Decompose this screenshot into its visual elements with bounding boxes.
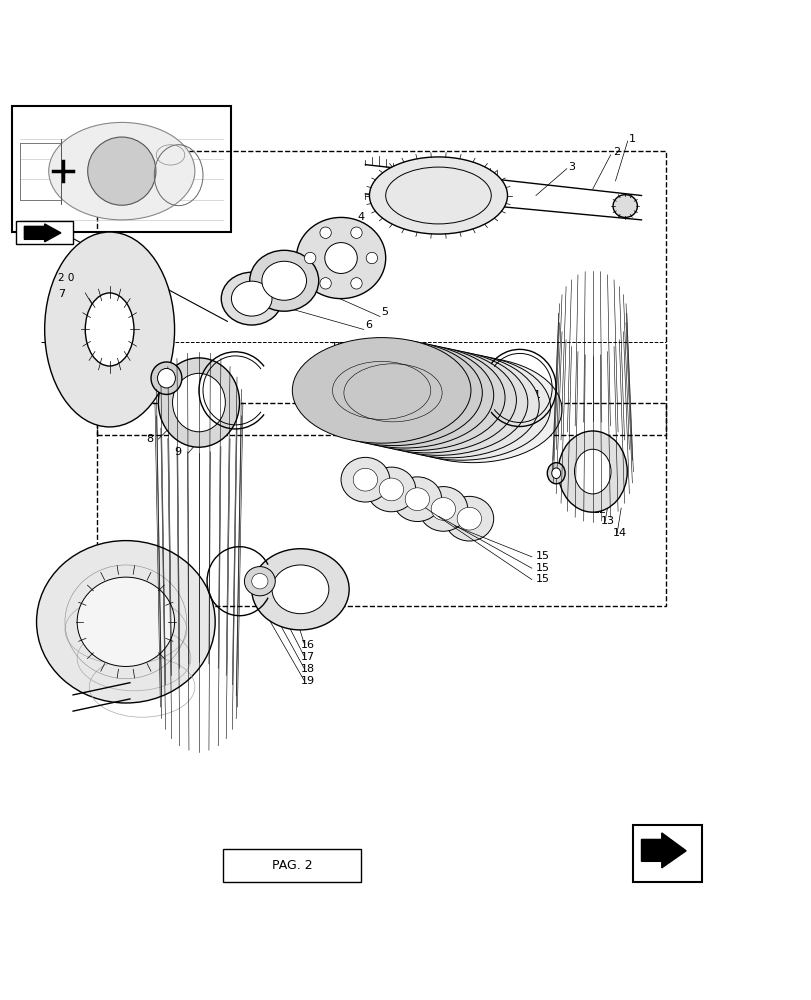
Ellipse shape	[292, 338, 470, 443]
Text: 8: 8	[146, 434, 153, 444]
Ellipse shape	[272, 565, 328, 614]
Circle shape	[304, 252, 315, 264]
Ellipse shape	[444, 496, 493, 541]
Ellipse shape	[547, 463, 564, 484]
Ellipse shape	[418, 487, 467, 531]
Ellipse shape	[324, 243, 357, 273]
Bar	[633, 825, 702, 882]
Ellipse shape	[367, 467, 415, 512]
Bar	[223, 849, 361, 882]
Ellipse shape	[221, 272, 281, 325]
Polygon shape	[641, 833, 685, 868]
Text: PAG. 2: PAG. 2	[272, 859, 312, 872]
Ellipse shape	[337, 347, 516, 453]
Polygon shape	[24, 224, 61, 242]
Text: 14: 14	[612, 528, 626, 538]
Ellipse shape	[431, 498, 455, 520]
Circle shape	[320, 278, 331, 289]
Text: 18: 18	[300, 664, 314, 674]
Text: 5: 5	[381, 307, 388, 317]
Ellipse shape	[573, 449, 610, 494]
Ellipse shape	[369, 157, 507, 234]
Ellipse shape	[612, 195, 637, 217]
Ellipse shape	[244, 567, 275, 596]
Text: 3: 3	[568, 162, 575, 172]
Text: 17: 17	[300, 652, 314, 662]
Text: 15: 15	[535, 563, 549, 573]
Text: 16: 16	[300, 640, 314, 650]
Ellipse shape	[251, 573, 268, 589]
Ellipse shape	[172, 373, 225, 432]
Ellipse shape	[315, 342, 493, 448]
Text: 2 0: 2 0	[58, 273, 75, 283]
Text: 15: 15	[535, 574, 549, 584]
Ellipse shape	[151, 362, 182, 394]
Ellipse shape	[77, 577, 174, 666]
Text: 10: 10	[331, 342, 345, 352]
Ellipse shape	[157, 368, 175, 388]
Ellipse shape	[371, 355, 550, 460]
Ellipse shape	[251, 549, 349, 630]
Ellipse shape	[249, 250, 318, 311]
Text: 11: 11	[527, 390, 541, 400]
Text: 6: 6	[365, 320, 372, 330]
Bar	[16, 221, 73, 244]
Ellipse shape	[296, 217, 385, 299]
Text: 4: 4	[357, 212, 364, 222]
Text: 7: 7	[58, 289, 66, 299]
Ellipse shape	[303, 340, 482, 446]
Ellipse shape	[45, 232, 174, 427]
Ellipse shape	[379, 478, 403, 501]
Ellipse shape	[393, 477, 441, 522]
Ellipse shape	[353, 468, 377, 491]
Text: 9: 9	[527, 405, 534, 415]
Ellipse shape	[36, 541, 215, 703]
Ellipse shape	[405, 488, 429, 511]
Ellipse shape	[341, 457, 389, 502]
Text: 13: 13	[600, 516, 614, 526]
Text: 19: 19	[300, 676, 314, 686]
Circle shape	[366, 252, 377, 264]
Ellipse shape	[457, 507, 481, 530]
Text: 9: 9	[174, 447, 182, 457]
Circle shape	[88, 137, 156, 205]
Ellipse shape	[158, 358, 239, 447]
Ellipse shape	[383, 357, 561, 463]
Ellipse shape	[85, 293, 134, 366]
Bar	[12, 106, 231, 232]
Ellipse shape	[49, 122, 195, 220]
Ellipse shape	[349, 350, 527, 455]
Circle shape	[350, 227, 362, 238]
Circle shape	[320, 227, 331, 238]
Ellipse shape	[326, 345, 504, 450]
Circle shape	[350, 278, 362, 289]
Ellipse shape	[231, 281, 272, 316]
Ellipse shape	[551, 468, 560, 478]
Ellipse shape	[557, 431, 626, 512]
Text: 12: 12	[592, 505, 606, 515]
Ellipse shape	[261, 261, 306, 300]
Text: 2: 2	[612, 147, 620, 157]
Text: 1: 1	[629, 134, 636, 144]
Ellipse shape	[360, 352, 539, 458]
Text: 15: 15	[535, 551, 549, 561]
